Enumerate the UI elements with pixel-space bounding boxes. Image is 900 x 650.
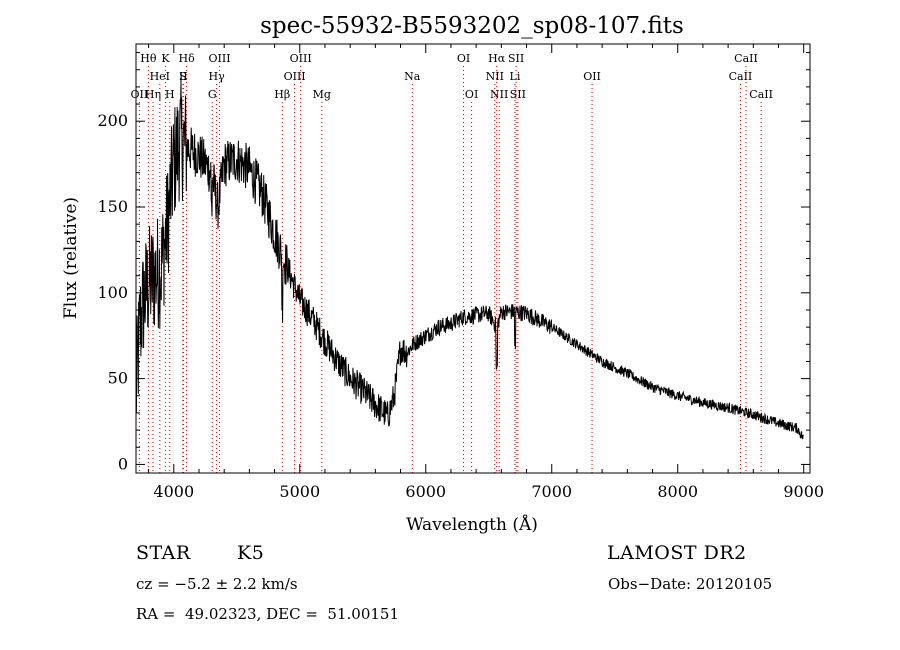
line-label: OI: [465, 88, 478, 101]
line-label: OIII: [208, 52, 230, 65]
line-label: SII: [508, 52, 524, 65]
object-class: STAR: [136, 542, 191, 564]
x-axis-label: Wavelength (Å): [406, 514, 538, 535]
line-label: Hδ: [179, 52, 196, 65]
coordinates: RA = 49.02323, DEC = 51.00151: [136, 605, 400, 623]
x-tick-label: 4000: [153, 482, 194, 501]
y-tick-label: 50: [108, 369, 128, 388]
y-tick-label: 100: [97, 283, 128, 302]
line-label: NII: [490, 88, 508, 101]
observation-date: Obs−Date: 20120105: [608, 575, 773, 593]
x-tick-label: 9000: [783, 482, 824, 501]
spectrum-line: [135, 79, 804, 440]
line-label: G: [208, 88, 217, 101]
line-label: NII: [486, 70, 504, 83]
line-label: Mg: [313, 88, 331, 101]
line-label: Hβ: [274, 88, 290, 101]
y-tick-label: 200: [97, 111, 128, 130]
line-label: OII: [131, 88, 149, 101]
line-label: Hα: [488, 52, 506, 65]
x-tick-label: 7000: [531, 482, 572, 501]
line-label: OIII: [290, 52, 312, 65]
x-axis: 4000 5000 6000 7000 8000 9000: [148, 44, 824, 501]
spectrum-series: [135, 79, 804, 440]
line-label: Hη: [145, 88, 161, 101]
line-label: Hθ: [140, 52, 157, 65]
y-axis-label: Flux (relative): [61, 197, 81, 319]
line-label: CaII: [729, 70, 753, 83]
line-label: CaII: [734, 52, 758, 65]
redshift-cz: cz = −5.2 ± 2.2 km/s: [136, 575, 298, 593]
x-tick-label: 5000: [279, 482, 320, 501]
line-label: H: [165, 88, 175, 101]
x-tick-label: 8000: [657, 482, 698, 501]
y-axis: 0 50 100 150 200: [97, 52, 810, 473]
line-label: II: [179, 70, 188, 83]
line-label: CaII: [749, 88, 773, 101]
plot-frame: [135, 43, 811, 474]
line-label: OII: [583, 70, 601, 83]
line-label: Li: [510, 70, 521, 83]
line-label: OIII: [284, 70, 306, 83]
y-tick-label: 150: [97, 197, 128, 216]
line-label: K: [161, 52, 170, 65]
x-tick-label: 6000: [405, 482, 446, 501]
survey-name: LAMOST DR2: [607, 542, 747, 564]
line-label: S: [179, 70, 187, 83]
y-tick-label: 0: [118, 454, 128, 473]
chart-title: spec-55932-B5593202_sp08-107.fits: [260, 13, 684, 39]
line-label: Na: [404, 70, 421, 83]
line-label: HeI: [150, 70, 170, 83]
object-subclass: K5: [237, 542, 265, 564]
line-label: SII: [510, 88, 526, 101]
line-label: OI: [457, 52, 470, 65]
line-label: Hγ: [209, 70, 226, 83]
